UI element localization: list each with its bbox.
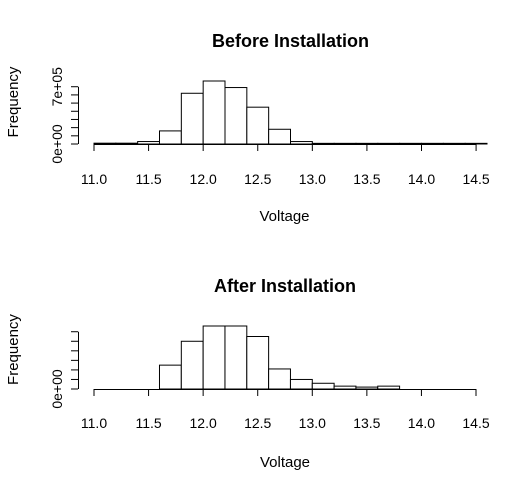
histogram-bar bbox=[377, 385, 401, 390]
x-tick-label: 12.5 bbox=[244, 415, 271, 431]
histogram-bar bbox=[268, 368, 291, 390]
histogram-bar bbox=[246, 336, 270, 390]
x-axis-label: Voltage bbox=[259, 208, 309, 225]
histogram-bar bbox=[355, 386, 379, 390]
y-tick-label: 0e+00 bbox=[49, 369, 65, 409]
histogram-bar bbox=[137, 141, 161, 145]
x-tick-label: 14.5 bbox=[462, 415, 489, 431]
histogram-bar bbox=[311, 382, 335, 390]
histogram-bar bbox=[290, 141, 313, 145]
x-tick-label: 11.0 bbox=[81, 415, 107, 431]
histogram-bar bbox=[333, 385, 357, 390]
before-installation-histogram: Before Installation 11.0 11.5 12.0 12.5 13.0 1… bbox=[5, 31, 490, 225]
x-tick-label: 13.5 bbox=[353, 415, 380, 431]
x-tick-label: 14.0 bbox=[408, 415, 435, 431]
histogram-bar bbox=[442, 142, 466, 145]
x-tick-label: 14.5 bbox=[462, 171, 489, 187]
histogram-bar bbox=[180, 340, 204, 390]
histogram-bar bbox=[333, 142, 357, 145]
x-tick-label: 13.0 bbox=[299, 415, 326, 431]
histogram-bar bbox=[224, 325, 248, 390]
x-tick-label: 13.5 bbox=[353, 171, 380, 187]
histogram-bar bbox=[224, 87, 248, 145]
histogram-bar bbox=[115, 142, 139, 145]
histogram-bar bbox=[377, 142, 401, 145]
x-tick-label: 11.5 bbox=[135, 171, 161, 187]
histogram-bar bbox=[180, 92, 204, 145]
x-tick-label: 12.0 bbox=[190, 171, 217, 187]
histogram-bar bbox=[158, 364, 182, 390]
histogram-bar bbox=[289, 378, 313, 390]
y-axis-label: Frequency bbox=[5, 314, 22, 385]
y-tick-label: 7e+05 bbox=[49, 67, 65, 107]
x-tick-label: 14.0 bbox=[408, 171, 435, 187]
histogram-bar bbox=[399, 142, 422, 145]
x-tick-label: 11.0 bbox=[81, 171, 107, 187]
histogram-bar bbox=[311, 142, 335, 145]
histogram-bar bbox=[202, 325, 226, 390]
chart-title: After Installation bbox=[214, 276, 356, 296]
histogram-bar bbox=[355, 142, 379, 145]
x-tick-label: 12.0 bbox=[190, 415, 217, 431]
histogram-bar bbox=[464, 142, 488, 145]
histogram-bar bbox=[93, 142, 117, 145]
chart-title: Before Installation bbox=[212, 31, 369, 51]
y-tick-label: 0e+00 bbox=[49, 124, 65, 164]
after-installation-histogram: After Installation 11.0 11.5 12.0 12.5 13.0 13… bbox=[5, 276, 490, 471]
histogram-bar bbox=[202, 80, 226, 145]
x-tick-label: 12.5 bbox=[244, 171, 271, 187]
histogram-bar bbox=[246, 106, 270, 145]
x-tick-label: 11.5 bbox=[135, 415, 161, 431]
histogram-bar bbox=[268, 128, 291, 145]
x-axis-label: Voltage bbox=[260, 454, 310, 471]
histogram-bar bbox=[159, 130, 182, 145]
y-axis-label: Frequency bbox=[5, 66, 22, 137]
x-tick-label: 13.0 bbox=[299, 171, 326, 187]
histogram-bar bbox=[421, 142, 444, 145]
